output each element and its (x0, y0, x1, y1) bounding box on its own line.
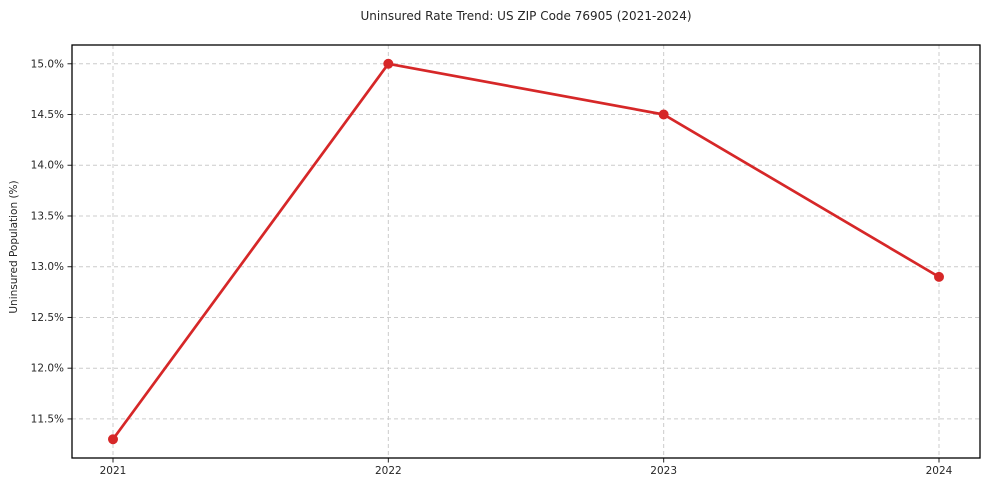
y-tick-label: 14.0% (31, 160, 64, 172)
y-tick-label: 12.0% (31, 363, 64, 375)
data-point-2024 (934, 271, 944, 282)
y-tick-label: 15.0% (31, 58, 64, 70)
x-tick-label: 2022 (375, 465, 402, 477)
y-tick-label: 11.5% (31, 413, 64, 425)
plot-frame (71, 44, 981, 459)
x-tick-label: 2024 (926, 465, 953, 477)
x-tick-label: 2023 (650, 465, 677, 477)
data-point-2022 (383, 58, 394, 69)
y-tick-label: 12.5% (31, 312, 64, 324)
y-tick-label: 14.5% (31, 109, 64, 121)
data-point-2021 (108, 434, 118, 445)
x-tick-label: 2021 (100, 465, 127, 477)
y-tick-label: 13.5% (31, 210, 64, 222)
chart-title: Uninsured Rate Trend: US ZIP Code 76905 … (360, 9, 692, 23)
y-axis-label: Uninsured Population (%) (8, 180, 20, 314)
y-tick-label: 13.0% (31, 261, 64, 273)
data-point-2023 (658, 109, 669, 120)
trend-line (111, 62, 941, 441)
